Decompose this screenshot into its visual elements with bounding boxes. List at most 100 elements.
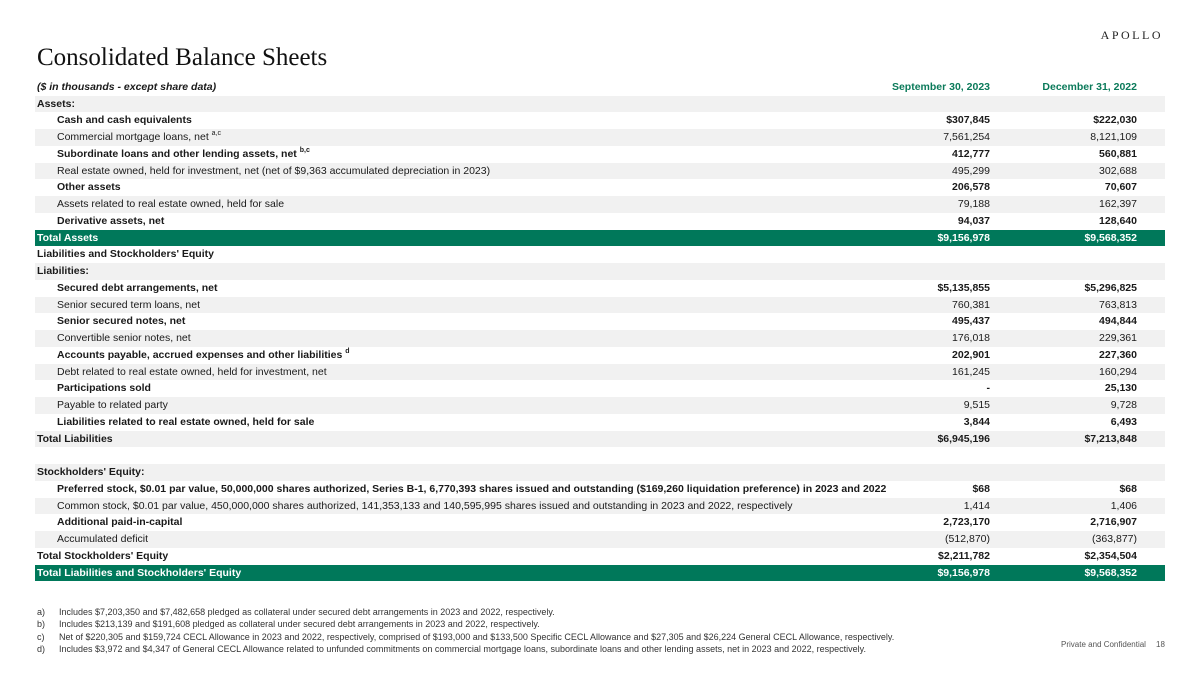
table-row: Assets related to real estate owned, hel… <box>35 196 1165 213</box>
value-sep-2023: 79,188 <box>957 198 990 210</box>
value-dec-2022: 227,360 <box>1099 348 1137 361</box>
table-row: Common stock, $0.01 par value, 450,000,0… <box>35 497 1165 515</box>
table-row: Liabilities: <box>35 263 1165 280</box>
value-dec-2022: 8,121,109 <box>1090 131 1137 143</box>
row-label: Assets: <box>37 96 75 113</box>
table-row: Assets: <box>35 95 1165 113</box>
value-sep-2023: 176,018 <box>952 332 990 344</box>
value-dec-2022: 9,728 <box>1110 399 1137 411</box>
row-label-text: Senior secured term loans, net <box>57 298 200 311</box>
row-label: Preferred stock, $0.01 par value, 50,000… <box>57 481 886 498</box>
footnote-ref: a,c <box>211 130 221 137</box>
table-row: Senior secured term loans, net 760,381 763… <box>35 296 1165 314</box>
footnote-text: Includes $3,972 and $4,347 of General CE… <box>59 643 866 654</box>
value-sep-2023: - <box>986 382 991 395</box>
row-label: Total Liabilities <box>37 431 113 448</box>
row-label: Total Stockholders' Equity <box>37 548 168 565</box>
row-label-text: Liabilities related to real estate owned… <box>57 415 315 428</box>
table-row: Debt related to real estate owned, held … <box>35 363 1165 381</box>
value-dec-2022: $9,568,352 <box>1084 566 1137 579</box>
value-sep-2023: 1,414 <box>963 499 990 512</box>
value-sep-2023: 495,299 <box>952 164 990 177</box>
row-label: Derivative assets, net <box>57 213 164 230</box>
row-label: Accumulated deficit <box>57 531 148 548</box>
row-label-text: Cash and cash equivalents <box>57 114 192 127</box>
row-label-text: Total Liabilities <box>37 432 113 445</box>
value-dec-2022: 6,493 <box>1110 415 1137 428</box>
value-dec-2022: (363,877) <box>1092 533 1137 545</box>
table-row: Secured debt arrangements, net $5,135,855… <box>35 280 1165 297</box>
row-label: Total Assets <box>37 230 98 247</box>
table-row: Liabilities related to real estate owned… <box>35 414 1165 431</box>
table-row: Convertible senior notes, net 176,018 229,… <box>35 330 1165 347</box>
row-label: Real estate owned, held for investment, … <box>57 163 490 180</box>
row-label: Cash and cash equivalents <box>57 112 192 129</box>
value-sep-2023: $6,945,196 <box>937 432 990 445</box>
value-dec-2022: 494,844 <box>1099 315 1137 328</box>
footnote: c) Net of $220,305 and $159,724 CECL Allo… <box>37 631 894 643</box>
value-dec-2022: $7,213,848 <box>1084 432 1137 445</box>
value-dec-2022: $5,296,825 <box>1084 281 1137 294</box>
footnote-mark: a) <box>37 607 46 617</box>
row-label-text: Convertible senior notes, net <box>57 332 191 344</box>
row-label-text: Assets related to real estate owned, hel… <box>57 198 285 210</box>
row-label-text: Total Assets <box>37 231 99 244</box>
row-label-text: Debt related to real estate owned, held … <box>57 365 327 378</box>
value-sep-2023: $9,156,978 <box>937 566 990 579</box>
confidential-label: Private and Confidential <box>1061 640 1146 649</box>
row-label: Accounts payable, accrued expenses and o… <box>57 347 350 364</box>
table-row: Commercial mortgage loans, net a,c 7,561,… <box>35 129 1165 146</box>
value-sep-2023: 2,723,170 <box>943 516 990 529</box>
value-sep-2023: 412,777 <box>952 147 990 160</box>
row-label-text: Liabilities: <box>37 265 89 277</box>
value-sep-2023: 161,245 <box>952 365 990 378</box>
row-label: Stockholders' Equity: <box>37 464 145 481</box>
value-dec-2022: 1,406 <box>1110 499 1137 512</box>
table-row: Additional paid-in-capital 2,723,170 2,716… <box>35 514 1165 531</box>
row-label: Participations sold <box>57 380 151 397</box>
table-row: Total Liabilities $6,945,196 $7,213,848 <box>35 430 1165 448</box>
row-label: Payable to related party <box>57 397 168 414</box>
row-label: Commercial mortgage loans, net a,c <box>57 129 221 146</box>
value-sep-2023: $2,211,782 <box>938 549 990 562</box>
table-row: Subordinate loans and other lending asse… <box>35 146 1165 163</box>
footnote-mark: b) <box>37 619 46 630</box>
row-label-text: Other assets <box>57 181 121 194</box>
value-sep-2023: 9,515 <box>963 399 990 411</box>
table-row: Senior secured notes, net 495,437 494,844 <box>35 313 1165 330</box>
table-row: Real estate owned, held for investment, … <box>35 162 1165 180</box>
row-label: Total Liabilities and Stockholders' Equi… <box>37 565 241 582</box>
value-dec-2022: $68 <box>1119 482 1137 495</box>
value-dec-2022: 560,881 <box>1099 147 1137 160</box>
row-label: Senior secured term loans, net <box>57 297 200 314</box>
footnote-mark: d) <box>37 643 46 654</box>
table-row: Preferred stock, $0.01 par value, 50,000… <box>35 481 1165 498</box>
value-dec-2022: $2,354,504 <box>1084 549 1137 562</box>
value-dec-2022: 162,397 <box>1099 198 1137 210</box>
value-sep-2023: 206,578 <box>952 181 990 194</box>
value-sep-2023: 3,844 <box>963 415 990 428</box>
row-label-text: Additional paid-in-capital <box>57 516 183 529</box>
value-dec-2022: 160,294 <box>1099 365 1137 378</box>
row-label-text: Real estate owned, held for investment, … <box>57 164 491 177</box>
row-label-text: Subordinate loans and other lending asse… <box>57 147 297 160</box>
table-row: Accumulated deficit (512,870) (363,877) <box>35 531 1165 548</box>
page-number: 18 <box>1156 640 1165 649</box>
footnote: b) Includes $213,139 and $191,608 pledged… <box>37 618 894 630</box>
row-label: Convertible senior notes, net <box>57 330 191 347</box>
row-label: Liabilities related to real estate owned… <box>57 414 314 431</box>
row-label-text: Payable to related party <box>57 399 168 411</box>
row-label-text: Preferred stock, $0.01 par value, 50,000… <box>57 482 887 495</box>
table-row: Payable to related party 9,515 9,728 <box>35 397 1165 414</box>
row-label-text: Accumulated deficit <box>57 533 149 545</box>
table-header: ($ in thousands - except share data) Sep… <box>35 79 1165 96</box>
table-row: Total Stockholders' Equity $2,211,782 $2,3… <box>35 548 1165 565</box>
footnote-mark: c) <box>37 631 45 642</box>
value-sep-2023: 202,901 <box>952 348 990 361</box>
value-dec-2022: 229,361 <box>1099 332 1137 344</box>
row-label-text: Assets: <box>37 97 75 110</box>
row-label: Additional paid-in-capital <box>57 514 182 531</box>
row-label: Secured debt arrangements, net <box>57 280 217 297</box>
table-row: Cash and cash equivalents $307,845 $222,03… <box>35 112 1165 129</box>
